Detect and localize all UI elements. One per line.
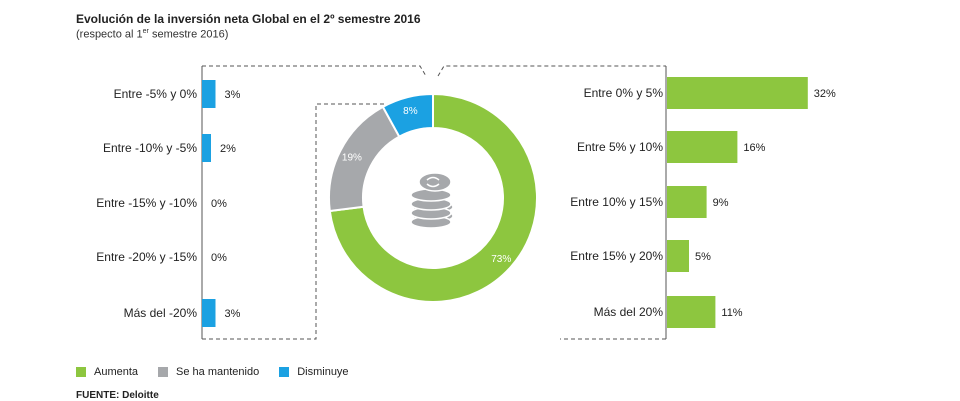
donut-value-label: 8% bbox=[403, 106, 418, 117]
legend-label-mantenido: Se ha mantenido bbox=[176, 366, 260, 378]
right-bar bbox=[667, 77, 808, 109]
right-value-label: 16% bbox=[743, 142, 765, 154]
chart-subtitle: (respecto al 1er semestre 2016) bbox=[76, 28, 229, 41]
left-value-label: 0% bbox=[211, 252, 227, 264]
left-category-label: Entre -5% y 0% bbox=[114, 87, 198, 101]
donut-value-label: 73% bbox=[491, 254, 511, 265]
donut-slice bbox=[328, 105, 401, 213]
right-value-label: 32% bbox=[814, 88, 836, 100]
legend-label-aumenta: Aumenta bbox=[94, 366, 139, 378]
legend-item-disminuye: Disminuye bbox=[279, 366, 349, 378]
left-value-label: 3% bbox=[225, 89, 241, 101]
connector-left-top bbox=[202, 65, 427, 77]
donut-value-label: 19% bbox=[342, 153, 362, 164]
legend-swatch-disminuye bbox=[279, 367, 290, 377]
chart-title: Evolución de la inversión neta Global en… bbox=[76, 12, 421, 26]
left-category-label: Entre -15% y -10% bbox=[96, 196, 197, 210]
donut-slice bbox=[328, 92, 538, 303]
right-category-label: Más del 20% bbox=[594, 305, 664, 319]
left-value-label: 2% bbox=[220, 143, 236, 155]
legend-item-mantenido: Se ha mantenido bbox=[158, 366, 259, 378]
donut-slice bbox=[381, 92, 434, 139]
left-category-label: Más del -20% bbox=[124, 306, 198, 320]
legend-swatch-aumenta bbox=[76, 367, 86, 377]
right-category-label: Entre 0% y 5% bbox=[584, 86, 664, 100]
left-bar bbox=[202, 80, 216, 108]
legend: Aumenta Se ha mantenido Disminuye bbox=[76, 366, 349, 378]
right-bar bbox=[667, 186, 707, 218]
legend-swatch-mantenido bbox=[158, 367, 169, 377]
right-value-label: 9% bbox=[713, 197, 729, 209]
legend-item-aumenta: Aumenta bbox=[76, 366, 138, 378]
source-note: FUENTE: Deloitte bbox=[76, 390, 159, 401]
right-category-label: Entre 10% y 15% bbox=[570, 195, 663, 209]
left-bar bbox=[202, 134, 211, 162]
right-value-label: 11% bbox=[721, 307, 742, 319]
right-category-label: Entre 5% y 10% bbox=[577, 140, 663, 154]
left-value-label: 0% bbox=[211, 198, 227, 210]
legend-label-disminuye: Disminuye bbox=[297, 366, 349, 378]
connector-right-top bbox=[437, 65, 666, 77]
coins-icon bbox=[410, 172, 454, 229]
right-bar bbox=[667, 240, 689, 272]
right-category-label: Entre 15% y 20% bbox=[570, 249, 663, 263]
right-bar bbox=[667, 131, 738, 163]
left-category-label: Entre -10% y -5% bbox=[103, 141, 197, 155]
left-bar bbox=[202, 299, 216, 327]
connector-left-bottom bbox=[202, 103, 420, 340]
right-value-label: 5% bbox=[695, 251, 711, 263]
left-value-label: 3% bbox=[225, 308, 241, 320]
left-category-label: Entre -20% y -15% bbox=[96, 250, 197, 264]
right-bar bbox=[667, 296, 716, 328]
